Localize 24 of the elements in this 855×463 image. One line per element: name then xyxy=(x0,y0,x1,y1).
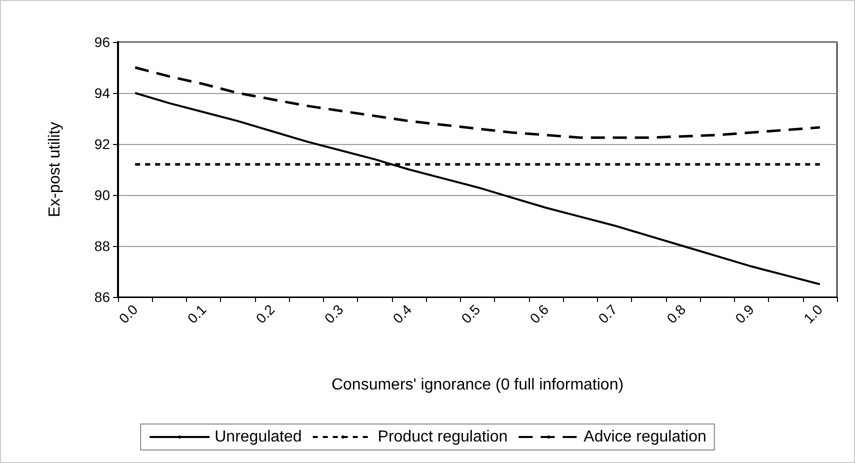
line-series xyxy=(134,92,821,286)
x-tick-label: 0.7 xyxy=(595,301,620,326)
x-tick-label: 0.8 xyxy=(664,301,689,326)
x-tick-label: 0.6 xyxy=(526,301,552,326)
y-tick-label: 94 xyxy=(94,85,110,101)
y-tick-label: 96 xyxy=(94,34,110,50)
line-series xyxy=(134,66,822,139)
legend-label: Unregulated xyxy=(214,428,302,446)
x-tick-label: 0.2 xyxy=(252,301,278,326)
y-tick-label: 86 xyxy=(94,289,110,305)
x-tick-label: 0.5 xyxy=(458,301,484,326)
x-axis-title: Consumers' ignorance (0 full information) xyxy=(331,376,624,394)
y-tick-label: 92 xyxy=(94,136,110,152)
y-tick-label: 88 xyxy=(94,238,110,254)
x-tick-label: 0.1 xyxy=(184,301,210,326)
x-tick-label: 0.4 xyxy=(390,301,415,326)
y-axis-title: Ex-post utility xyxy=(46,122,64,218)
legend-label: Product regulation xyxy=(378,428,508,446)
y-tick-label: 90 xyxy=(94,187,110,203)
x-tick-label: 1.0 xyxy=(800,301,826,326)
x-tick-label: 0.9 xyxy=(732,301,758,326)
x-tick-label: 0.0 xyxy=(116,301,141,326)
legend-label: Advice regulation xyxy=(584,428,706,446)
x-tick-label: 0.3 xyxy=(321,301,346,326)
